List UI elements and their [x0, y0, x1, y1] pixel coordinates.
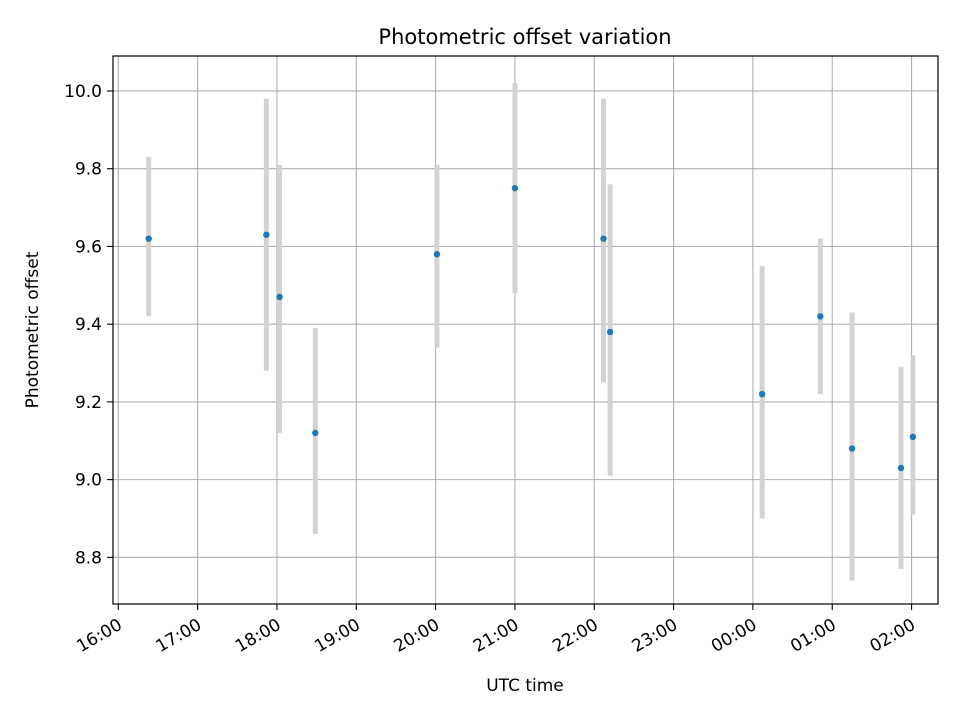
- data-point: [145, 235, 152, 242]
- data-point: [909, 433, 917, 441]
- data-point: [312, 429, 319, 437]
- y-tick-label: 8.8: [75, 548, 102, 568]
- y-tick-label: 9.8: [75, 160, 102, 180]
- y-tick-label: 9.4: [75, 315, 102, 335]
- data-point: [848, 445, 856, 452]
- y-axis-label: Photometric offset: [23, 251, 43, 408]
- data-point: [758, 390, 766, 398]
- data-point: [276, 293, 283, 301]
- y-tick-label: 10.0: [64, 82, 102, 102]
- y-tick-label: 9.2: [75, 393, 102, 413]
- chart-title: Photometric offset variation: [378, 25, 671, 49]
- plot-frame: [112, 55, 939, 605]
- data-point: [433, 251, 441, 258]
- data-point: [897, 464, 905, 472]
- data-point: [263, 231, 270, 238]
- data-point: [511, 184, 519, 192]
- data-point: [600, 235, 607, 242]
- data-point: [606, 328, 614, 336]
- data-points: [145, 184, 917, 472]
- y-tick-label: 9.6: [75, 237, 102, 257]
- x-axis-label: UTC time: [486, 676, 564, 696]
- data-point: [817, 313, 824, 320]
- y-tick-label: 9.0: [75, 471, 102, 491]
